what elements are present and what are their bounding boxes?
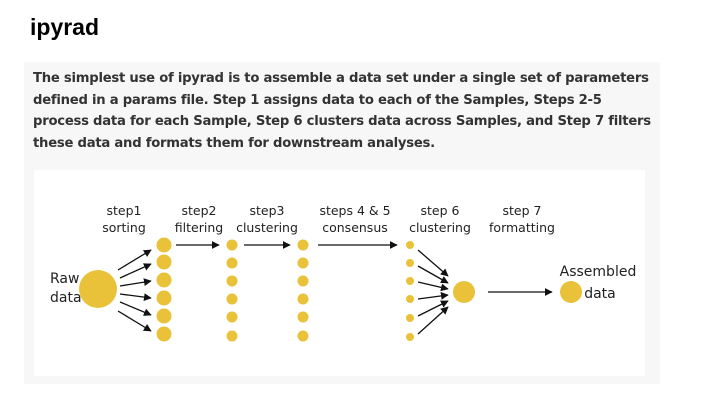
sample-dot bbox=[406, 333, 414, 341]
step45-name: consensus bbox=[322, 220, 388, 235]
step3-name: clustering bbox=[236, 220, 298, 235]
step7-label: step 7 bbox=[503, 203, 542, 218]
sample-dot bbox=[156, 254, 172, 270]
sample-dot bbox=[156, 308, 172, 324]
step6-label: step 6 bbox=[421, 203, 460, 218]
clustered-data-dot bbox=[453, 281, 475, 303]
step1-name: sorting bbox=[102, 220, 146, 235]
sample-dot bbox=[297, 311, 309, 323]
cluster-arrow-6 bbox=[417, 306, 449, 335]
assembled-data-label-1: Assembled bbox=[560, 264, 637, 280]
step2-samples bbox=[226, 239, 238, 342]
raw-data-label-1: Raw bbox=[50, 271, 79, 287]
sort-arrow-3 bbox=[119, 278, 152, 287]
sort-arrow-2 bbox=[119, 263, 152, 279]
step1-label: step1 bbox=[107, 203, 142, 218]
sample-dot bbox=[226, 257, 238, 269]
sample-dot bbox=[406, 295, 414, 303]
sample-dot bbox=[226, 311, 238, 323]
assembled-data-dot bbox=[560, 281, 582, 303]
clustering-arrows bbox=[417, 249, 449, 335]
sorting-arrows bbox=[117, 249, 152, 332]
step2-name: filtering bbox=[175, 220, 223, 235]
step3-label: step3 bbox=[250, 203, 285, 218]
sample-dot bbox=[156, 237, 172, 253]
cluster-arrow-5 bbox=[417, 300, 449, 317]
sample-dot bbox=[226, 239, 238, 251]
sample-dot bbox=[156, 272, 172, 288]
sample-dot bbox=[297, 275, 309, 287]
sample-dot bbox=[406, 314, 414, 322]
cluster-arrow-4 bbox=[417, 292, 449, 300]
sample-dot bbox=[406, 241, 414, 249]
sample-dot bbox=[226, 275, 238, 287]
page-title: ipyrad bbox=[30, 14, 100, 40]
sort-arrow-1 bbox=[117, 249, 152, 271]
sample-dot bbox=[297, 239, 309, 251]
cluster-arrow-2 bbox=[417, 265, 449, 284]
cluster-arrow-3 bbox=[417, 281, 449, 292]
workflow-diagram bbox=[34, 170, 645, 376]
cluster-arrow-1 bbox=[417, 249, 449, 277]
sample-dot bbox=[226, 330, 238, 342]
step45-label: steps 4 & 5 bbox=[319, 203, 390, 218]
raw-data-label-2: data bbox=[50, 290, 82, 306]
step6-name: clustering bbox=[409, 220, 471, 235]
step7-name: formatting bbox=[489, 220, 555, 235]
sort-arrow-4 bbox=[119, 293, 152, 301]
sample-dot bbox=[156, 290, 172, 306]
step2-label: step2 bbox=[182, 203, 217, 218]
step1-samples bbox=[156, 237, 172, 342]
sort-arrow-6 bbox=[117, 310, 152, 332]
description-text: The simplest use of ipyrad is to assembl… bbox=[33, 71, 651, 151]
sort-arrow-5 bbox=[119, 301, 152, 316]
step3-samples bbox=[297, 239, 309, 342]
sample-dot bbox=[297, 330, 309, 342]
sample-dot bbox=[406, 259, 414, 267]
sample-dot bbox=[297, 293, 309, 305]
assembled-data-label-2: data bbox=[584, 286, 616, 302]
consensus-samples bbox=[406, 241, 414, 341]
sample-dot bbox=[406, 277, 414, 285]
sample-dot bbox=[297, 257, 309, 269]
raw-data-dot bbox=[79, 270, 117, 308]
sample-dot bbox=[156, 326, 172, 342]
sample-dot bbox=[226, 293, 238, 305]
